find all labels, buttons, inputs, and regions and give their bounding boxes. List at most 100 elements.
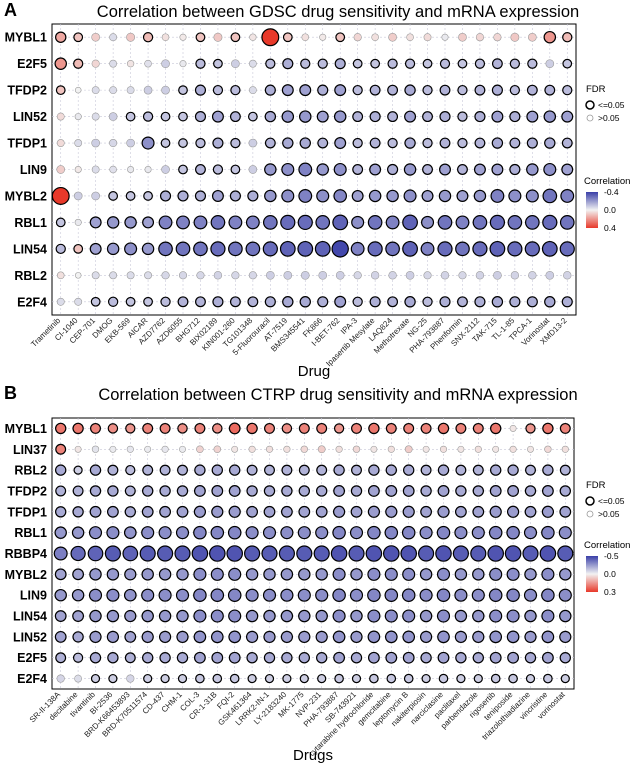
data-point (54, 588, 67, 602)
legend-fdr-ns-symbol (586, 114, 594, 122)
data-point (91, 191, 100, 201)
data-point (334, 137, 347, 150)
data-point (55, 217, 66, 228)
data-point (193, 567, 207, 581)
data-point (560, 189, 575, 203)
data-point (472, 568, 485, 581)
data-point (524, 215, 540, 230)
data-point (299, 296, 311, 308)
data-point (333, 189, 348, 203)
data-point (141, 630, 154, 644)
data-point (330, 545, 348, 562)
data-point (333, 651, 346, 664)
data-point (490, 673, 501, 684)
panel-letter: A (4, 0, 17, 20)
data-point (316, 464, 328, 476)
data-point (74, 445, 82, 453)
data-point (280, 630, 294, 644)
data-point (316, 652, 328, 664)
data-point (524, 609, 537, 623)
data-point (456, 189, 469, 202)
data-point (317, 445, 326, 454)
data-point (316, 485, 328, 497)
panel-B: B Correlation between CTRP drug sensitivi… (4, 383, 630, 764)
data-point (490, 464, 502, 476)
data-point (385, 485, 398, 497)
data-point (332, 214, 349, 231)
data-point (457, 58, 468, 69)
data-point (387, 111, 399, 123)
data-point (106, 216, 120, 229)
data-point (541, 630, 555, 644)
data-point (559, 505, 572, 518)
data-point (142, 464, 154, 476)
data-point (333, 464, 345, 476)
data-point (491, 58, 503, 70)
data-point (420, 505, 433, 518)
data-point (143, 673, 153, 684)
data-point (175, 241, 191, 257)
data-point (507, 651, 520, 664)
data-point (367, 215, 383, 230)
data-point (141, 242, 155, 256)
data-point (161, 85, 170, 95)
data-point (385, 215, 400, 230)
data-point (159, 505, 172, 518)
data-point (422, 58, 433, 69)
data-point (504, 545, 522, 562)
data-point (142, 32, 154, 43)
data-point (228, 505, 241, 518)
data-point (352, 296, 363, 307)
data-point (437, 422, 450, 435)
data-point (229, 673, 240, 684)
data-point (74, 113, 82, 121)
data-point (264, 163, 277, 176)
legend-fdr-sig-label: <=0.05 (598, 100, 625, 110)
data-point (437, 215, 453, 230)
data-point (176, 568, 189, 581)
data-point (525, 189, 539, 203)
data-point (316, 110, 329, 123)
data-point (562, 58, 573, 69)
data-point (367, 609, 381, 623)
data-point (106, 568, 120, 581)
data-point (542, 214, 558, 231)
data-point (402, 609, 416, 623)
data-point (89, 652, 102, 664)
data-point (248, 138, 258, 148)
data-point (56, 112, 65, 121)
data-point (473, 163, 486, 176)
data-point (264, 422, 275, 434)
data-point (72, 610, 85, 622)
data-point (317, 84, 329, 96)
data-point (370, 445, 378, 453)
data-point (87, 545, 104, 562)
y-tick-label: MYBL1 (5, 422, 47, 436)
data-point (281, 423, 293, 434)
data-point (74, 165, 82, 174)
data-point (421, 189, 434, 202)
data-point (178, 111, 188, 122)
data-point (319, 33, 327, 41)
data-point (297, 588, 311, 602)
data-point (211, 110, 224, 123)
data-point (489, 485, 502, 497)
data-point (91, 59, 100, 68)
data-point (455, 241, 470, 257)
data-point (177, 673, 188, 684)
data-point (55, 85, 66, 96)
data-point (406, 33, 414, 42)
data-point (313, 545, 330, 562)
data-point (454, 526, 468, 540)
data-point (283, 270, 293, 280)
legend-color-title: Correlation (584, 176, 630, 187)
data-point (176, 652, 189, 664)
data-point (439, 111, 451, 123)
data-point (263, 505, 276, 518)
data-point (455, 485, 467, 497)
data-point (435, 545, 452, 562)
data-point (474, 137, 486, 149)
data-point (385, 464, 397, 476)
data-point (402, 651, 415, 664)
data-point (333, 162, 347, 177)
